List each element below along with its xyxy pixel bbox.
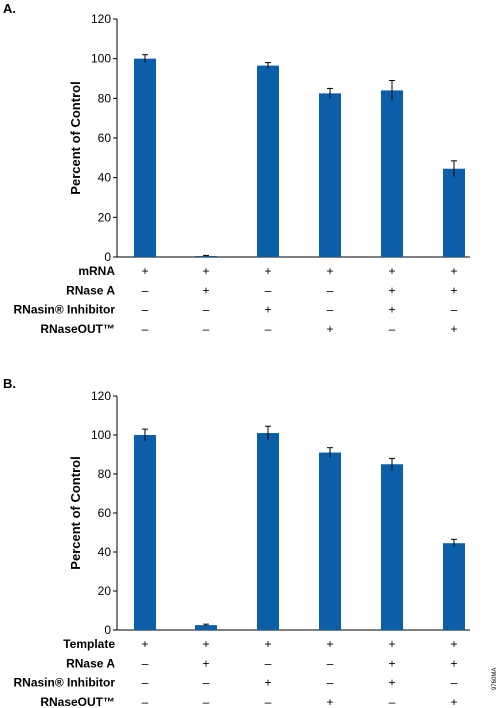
y-tick-label: 100 <box>91 428 111 442</box>
condition-label: Template <box>63 637 115 651</box>
chart-panel-2: B. 0 20 40 60 80 100 120 Percent of Control Templ… <box>3 376 470 708</box>
condition-sign: + <box>388 676 395 690</box>
condition-sign: – <box>327 656 334 670</box>
y-axis-title: Percent of Control <box>68 456 83 569</box>
y-tick-label: 0 <box>104 250 111 264</box>
condition-sign: + <box>388 303 395 317</box>
panel-label: B. <box>3 376 16 391</box>
condition-sign: + <box>450 695 457 708</box>
y-axis-title: Percent of Control <box>68 81 83 194</box>
condition-sign: + <box>264 264 271 278</box>
condition-sign: + <box>450 283 457 297</box>
condition-sign: – <box>265 656 272 670</box>
condition-sign: + <box>450 322 457 336</box>
bar <box>443 543 465 630</box>
y-tick-label: 20 <box>98 210 112 224</box>
y-tick-label: 80 <box>98 467 112 481</box>
condition-sign: + <box>326 264 333 278</box>
condition-label: mRNA <box>78 264 115 278</box>
bar <box>381 90 403 258</box>
chart-panel-1: A. 0 20 40 60 80 100 120 Percent of Control mRNA +… <box>3 1 470 336</box>
condition-sign: + <box>326 322 333 336</box>
condition-sign: – <box>142 656 149 670</box>
condition-sign: + <box>450 264 457 278</box>
condition-sign: – <box>203 303 210 317</box>
y-tick-label: 120 <box>91 12 111 26</box>
condition-sign: – <box>142 283 149 297</box>
y-tick-label: 60 <box>98 131 112 145</box>
bar <box>257 65 279 257</box>
condition-sign: – <box>451 676 458 690</box>
condition-sign: – <box>265 283 272 297</box>
condition-sign: – <box>142 676 149 690</box>
condition-sign: + <box>388 656 395 670</box>
condition-sign: + <box>326 695 333 708</box>
bar <box>134 58 156 257</box>
condition-sign: – <box>203 322 210 336</box>
condition-sign: – <box>327 676 334 690</box>
condition-sign: + <box>450 656 457 670</box>
condition-sign: – <box>389 322 396 336</box>
condition-sign: – <box>265 695 272 708</box>
condition-sign: – <box>203 676 210 690</box>
condition-sign: – <box>142 695 149 708</box>
condition-sign: + <box>141 264 148 278</box>
condition-sign: – <box>142 322 149 336</box>
condition-sign: – <box>327 283 334 297</box>
condition-label: RNaseOUT™ <box>40 322 115 336</box>
condition-sign: – <box>327 303 334 317</box>
condition-sign: + <box>326 637 333 651</box>
condition-label: RNaseOUT™ <box>40 695 115 708</box>
y-tick-label: 80 <box>98 91 112 105</box>
condition-sign: – <box>203 695 210 708</box>
condition-sign: + <box>202 637 209 651</box>
condition-label: RNasin® Inhibitor <box>13 303 115 317</box>
figure-code: 9760MA <box>492 668 498 690</box>
panel-label: A. <box>3 1 16 16</box>
condition-sign: + <box>388 283 395 297</box>
y-tick-label: 40 <box>98 545 112 559</box>
condition-sign: + <box>388 637 395 651</box>
y-tick-label: 20 <box>98 584 112 598</box>
condition-label: RNase A <box>66 656 115 670</box>
y-tick-label: 60 <box>98 506 112 520</box>
condition-sign: + <box>264 676 271 690</box>
y-tick-label: 40 <box>98 171 112 185</box>
condition-sign: + <box>264 637 271 651</box>
y-tick-label: 120 <box>91 389 111 403</box>
condition-label: RNase A <box>66 283 115 297</box>
bar <box>319 93 341 257</box>
bar <box>319 452 341 630</box>
bar <box>443 168 465 257</box>
condition-sign: – <box>389 695 396 708</box>
condition-sign: – <box>142 303 149 317</box>
condition-sign: – <box>265 322 272 336</box>
y-tick-label: 0 <box>104 623 111 637</box>
condition-sign: – <box>451 303 458 317</box>
bar <box>257 433 279 630</box>
condition-sign: + <box>450 637 457 651</box>
condition-label: RNasin® Inhibitor <box>13 676 115 690</box>
condition-sign: + <box>202 656 209 670</box>
bar <box>134 435 156 630</box>
bar <box>195 625 217 630</box>
y-tick-label: 100 <box>91 52 111 66</box>
bar <box>381 464 403 630</box>
condition-sign: + <box>141 637 148 651</box>
condition-sign: + <box>388 264 395 278</box>
condition-sign: + <box>202 264 209 278</box>
condition-sign: + <box>202 283 209 297</box>
condition-sign: + <box>264 303 271 317</box>
